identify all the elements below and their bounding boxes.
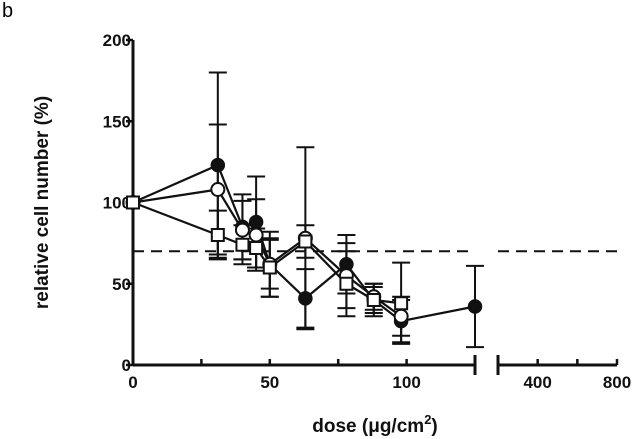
data-point-open-square bbox=[298, 234, 313, 249]
data-point-open-circle bbox=[248, 227, 264, 243]
y-tick-label: 0 bbox=[122, 356, 131, 375]
x-tick-label: 100 bbox=[392, 373, 420, 392]
y-tick-label: 150 bbox=[103, 112, 131, 131]
y-tick-label: 50 bbox=[112, 275, 131, 294]
x-axis-label: dose (μg/cm2) bbox=[312, 412, 438, 437]
data-point-open-square bbox=[126, 195, 140, 210]
x-tick-label: 50 bbox=[260, 373, 279, 392]
data-point-open-square bbox=[249, 241, 264, 255]
y-tick-label: 100 bbox=[103, 194, 131, 213]
data-point-filled-circle bbox=[467, 299, 483, 314]
data-point-open-square bbox=[366, 293, 381, 307]
x-tick-label: 800 bbox=[603, 373, 631, 392]
data-point-filled-circle bbox=[298, 291, 313, 306]
data-point-filled-circle bbox=[210, 157, 226, 173]
data-point-open-circle bbox=[234, 222, 250, 238]
data-point-open-square bbox=[235, 237, 250, 252]
x-tick-label: 400 bbox=[523, 373, 551, 392]
data-point-open-square bbox=[262, 260, 277, 275]
x-tick-label: 0 bbox=[128, 373, 137, 392]
data-point-open-square bbox=[394, 296, 409, 311]
x-axis-label-superscript: 2 bbox=[424, 412, 431, 427]
x-axis-label-close: ) bbox=[431, 416, 437, 437]
x-axis-label-text: dose ( bbox=[312, 416, 369, 437]
data-point-open-circle bbox=[393, 308, 409, 324]
series-line-1 bbox=[132, 163, 476, 323]
data-point-filled-circle bbox=[248, 214, 264, 230]
y-tick-label: 200 bbox=[103, 31, 131, 50]
y-axis-label: relative cell number (%) bbox=[32, 96, 53, 309]
x-axis-label-unit: μg/cm bbox=[368, 416, 424, 437]
data-point-open-circle bbox=[210, 182, 226, 197]
data-point-open-square bbox=[210, 228, 225, 242]
panel-label: b bbox=[2, 0, 14, 22]
data-point-open-square bbox=[339, 276, 354, 291]
